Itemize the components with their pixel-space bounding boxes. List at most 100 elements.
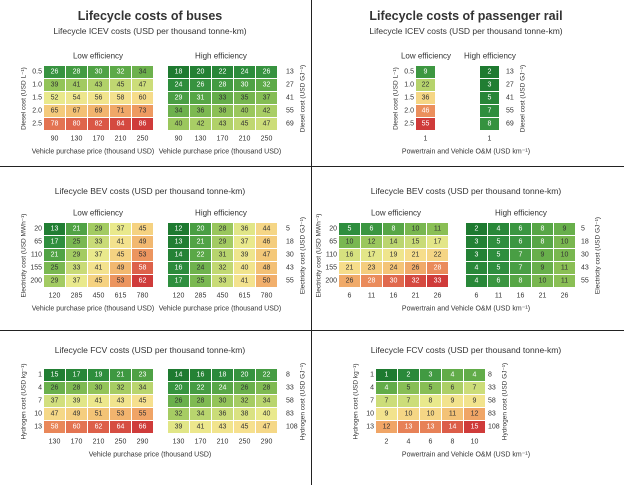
cell-label: 4 (473, 372, 477, 379)
y-tick-label-left: 155 (325, 265, 337, 272)
cell-label: 31 (219, 252, 227, 259)
heatmap-cell (420, 395, 441, 407)
cell-label: 47 (139, 82, 147, 89)
cell-label: 55 (422, 121, 430, 128)
heatmap-cell (88, 382, 109, 394)
y-tick-label-left: 4 (370, 385, 374, 392)
y-tick-label-right: 13 (286, 69, 294, 76)
cell-label: 28 (368, 278, 376, 285)
x-tick-label: 285 (195, 293, 207, 300)
y-tick-label-left: 1.5 (32, 95, 42, 102)
heatmap-cell (66, 275, 87, 287)
heatmap-cell (132, 421, 153, 433)
heatmap-cell (361, 223, 382, 235)
cell-label: 50 (263, 278, 271, 285)
heatmap-cell (190, 92, 211, 104)
heatmap-cell (88, 262, 109, 274)
heatmap-cell (110, 223, 131, 235)
x-tick-label: 21 (539, 293, 547, 300)
cell-label: 17 (51, 239, 59, 246)
y-axis-label-right: Hydrogen cost (USD GJ⁻¹) (300, 363, 307, 440)
heatmap-cell (44, 79, 65, 91)
heatmap-cell (480, 105, 499, 117)
heatmap-cell (480, 118, 499, 130)
cell-label: 58 (117, 95, 125, 102)
y-tick-label-right: 108 (286, 424, 298, 431)
heatmap-cell (168, 236, 189, 248)
cell-label: 16 (197, 372, 205, 379)
cell-label: 62 (139, 278, 147, 285)
cell-label: 54 (73, 95, 81, 102)
heatmap-cell (132, 408, 153, 420)
cell-label: 41 (197, 424, 205, 431)
heatmap-cell (339, 223, 360, 235)
y-axis-label-right: Diesel cost (USD GJ⁻¹) (300, 65, 307, 132)
chart-subtitle: Lifecycle ICEV costs (USD per thousand t… (53, 26, 246, 36)
x-tick-label: 250 (115, 439, 127, 446)
x-tick-label: 170 (93, 136, 105, 143)
heatmap-cell (376, 382, 397, 394)
cell-label: 25 (51, 265, 59, 272)
heatmap-cell (44, 408, 65, 420)
heatmap-cell (234, 369, 255, 381)
cell-label: 12 (471, 411, 479, 418)
heatmap-panel: Low efficiency 13 21 29 37 45 17 25 33 41 49 21 29 37… (44, 209, 153, 300)
x-tick-label: 1 (488, 136, 492, 143)
heatmap-cell (442, 369, 463, 381)
cell-label: 45 (139, 226, 147, 233)
cell-label: 45 (117, 82, 125, 89)
y-tick-label-left: 200 (325, 278, 337, 285)
x-axis-label: Vehicle purchase price (thousand USD) (32, 149, 155, 156)
cell-label: 20 (175, 385, 183, 392)
heatmap-cell (339, 275, 360, 287)
x-tick-label: 210 (115, 136, 127, 143)
heatmap-cell (420, 421, 441, 433)
heatmap-cell (339, 249, 360, 261)
heatmap-cell (212, 421, 233, 433)
x-tick-label: 130 (71, 136, 83, 143)
heatmap-cell (256, 79, 277, 91)
heatmap-cell (234, 66, 255, 78)
x-axis-label: Vehicle purchase price (thousand USD) (159, 149, 282, 156)
cell-label: 8 (429, 398, 433, 405)
cell-label: 18 (175, 69, 183, 76)
cell-label: 2 (475, 226, 479, 233)
cell-label: 58 (51, 424, 59, 431)
x-tick-label: 450 (217, 293, 229, 300)
cell-label: 29 (51, 278, 59, 285)
heatmap-cell (416, 79, 435, 91)
cell-label: 33 (73, 265, 81, 272)
cell-label: 2 (488, 69, 492, 76)
chart-title: Lifecycle costs of buses (78, 9, 223, 23)
cell-label: 33 (219, 278, 227, 285)
cell-label: 32 (117, 69, 125, 76)
heatmap-cell (532, 236, 553, 248)
panel-label: Low efficiency (401, 52, 451, 61)
cell-label: 46 (263, 239, 271, 246)
cell-label: 12 (368, 239, 376, 246)
heatmap-cell (234, 275, 255, 287)
heatmap-cell (256, 118, 277, 130)
cell-label: 24 (197, 265, 205, 272)
heatmap-panel: Low efficiency 26 28 30 32 34 39 41 43 45 47 52 54 56… (44, 52, 153, 143)
cell-label: 47 (263, 252, 271, 259)
cell-label: 6 (519, 226, 523, 233)
heatmap-cell (88, 275, 109, 287)
heatmap-cell (416, 105, 435, 117)
x-tick-label: 1 (424, 136, 428, 143)
cell-label: 33 (434, 278, 442, 285)
x-tick-label: 130 (195, 136, 207, 143)
cell-label: 22 (434, 252, 442, 259)
cell-label: 44 (263, 226, 271, 233)
y-tick-label-right: 83 (286, 411, 294, 418)
cell-label: 21 (117, 372, 125, 379)
heatmap-cell (464, 421, 485, 433)
heatmap-cell (420, 408, 441, 420)
heatmap-cell (398, 395, 419, 407)
y-tick-label-left: 65 (329, 239, 337, 246)
cell-label: 32 (219, 265, 227, 272)
heatmap-cell (361, 236, 382, 248)
cell-label: 28 (263, 385, 271, 392)
cell-label: 28 (197, 398, 205, 405)
